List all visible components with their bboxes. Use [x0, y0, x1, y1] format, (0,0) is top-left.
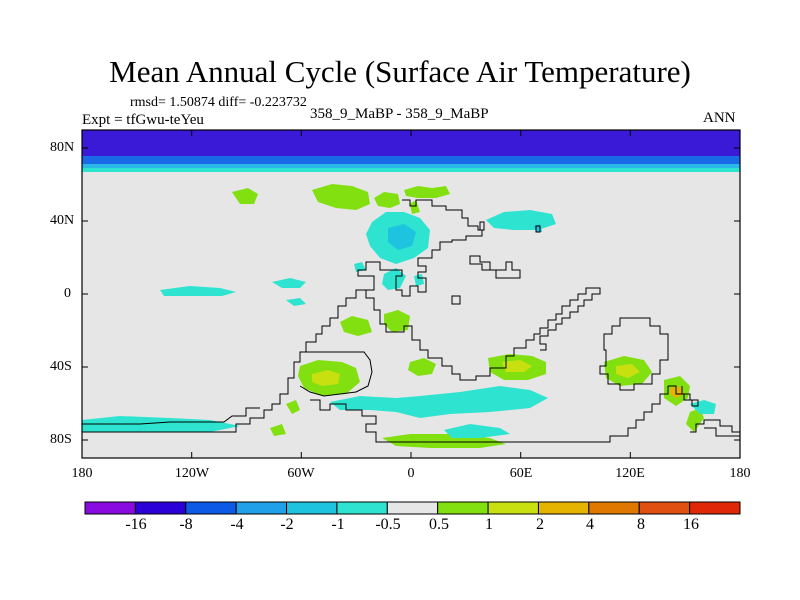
coastline	[299, 351, 373, 397]
lon-label: 180	[71, 466, 93, 481]
lat-label: 80N	[50, 140, 75, 155]
anomaly-yellow-region	[312, 370, 340, 386]
lat-label: 40S	[50, 359, 72, 374]
anomaly-green-region	[410, 200, 420, 214]
run-comparison-label: 358_9_MaBP - 358_9_MaBP	[310, 106, 489, 122]
coastline	[704, 427, 740, 437]
colorbar-label: 8	[637, 516, 645, 533]
colorbar-swatch	[134, 501, 187, 515]
anomaly-cyan-region	[82, 416, 240, 432]
anomaly-cyan-region	[330, 386, 548, 418]
colorbar-label: 0.5	[429, 516, 449, 533]
rmsd-diff-stats: rmsd= 1.50874 diff= -0.223732	[130, 95, 307, 110]
anomaly-cyan-region	[272, 278, 306, 288]
colorbar-swatch	[437, 501, 489, 515]
coastline	[535, 225, 541, 233]
colorbar-swatch	[537, 501, 590, 515]
coastline	[310, 386, 669, 443]
experiment-label: Expt = tfGwu-teYeu	[82, 112, 204, 128]
lon-label: 120E	[615, 466, 645, 481]
colorbar-swatch	[336, 501, 388, 515]
coastline	[599, 317, 669, 391]
coastline	[479, 221, 485, 231]
anomaly-green-region	[312, 184, 370, 210]
colorbar-swatch	[286, 501, 338, 515]
lat-label: 80S	[50, 432, 72, 447]
colorbar-swatch	[487, 501, 539, 515]
lon-label: 0	[407, 466, 415, 481]
anomaly-yellow-region	[616, 364, 640, 378]
colorbar-label: -1	[331, 516, 345, 533]
colorbar-label: -16	[125, 516, 147, 533]
anomaly-cyan-region	[444, 424, 510, 438]
lon-label: 60W	[287, 466, 315, 481]
anomaly-cyan-region	[690, 400, 716, 414]
anomaly-cyan-region	[414, 274, 424, 286]
anomaly-yellow-region	[502, 360, 532, 372]
coastline	[82, 289, 366, 433]
lat-label: 40N	[50, 213, 75, 228]
colorbar-label: -4	[230, 516, 244, 533]
lon-label: 180	[729, 466, 751, 481]
lon-label: 120W	[174, 466, 210, 481]
season-label: ANN	[703, 110, 736, 126]
colorbar-swatch	[235, 501, 288, 515]
coastline	[690, 419, 740, 433]
anomaly-cyan-dark-region	[388, 224, 416, 250]
lon-label: 60E	[509, 466, 533, 481]
colorbar-label: 1	[485, 516, 493, 533]
colorbar-swatch	[84, 501, 136, 515]
colorbar-label: 16	[683, 516, 699, 533]
colorbar	[84, 501, 741, 515]
coastline	[668, 385, 699, 407]
anomaly-green-region	[374, 192, 400, 208]
colorbar-swatch	[689, 501, 741, 515]
colorbar-label: 2	[536, 516, 544, 533]
colorbar-label: 4	[586, 516, 594, 533]
colorbar-label: -0.5	[375, 516, 401, 533]
page-title: Mean Annual Cycle (Surface Air Temperatu…	[109, 54, 691, 89]
anomaly-green-region	[270, 424, 286, 436]
colorbar-swatch	[588, 501, 640, 515]
polar-band-cyan	[82, 168, 740, 172]
colorbar-swatch	[185, 501, 237, 515]
anomaly-cyan-region	[382, 268, 406, 290]
anomaly-orange-region	[670, 386, 684, 398]
polar-band-light	[82, 164, 740, 168]
anomaly-cyan-region	[286, 298, 306, 306]
coastline	[496, 287, 601, 369]
colorbar-swatch	[386, 501, 439, 515]
coastline	[357, 199, 496, 381]
coastline	[82, 407, 260, 425]
anomaly-green-region	[232, 188, 258, 204]
colorbar-swatch	[638, 501, 691, 515]
lat-label: 0	[64, 286, 71, 301]
colorbar-label: -8	[179, 516, 193, 533]
anomaly-green-region	[340, 316, 372, 336]
anomaly-cyan-region	[160, 286, 236, 296]
anomaly-green-region	[686, 408, 704, 432]
coastline	[451, 295, 461, 305]
lat-ticks	[82, 147, 740, 441]
coastline	[469, 255, 521, 279]
colorbar-label: -2	[280, 516, 294, 533]
lon-ticks	[81, 130, 741, 458]
anomaly-green-region	[408, 358, 436, 376]
coastlines	[82, 199, 740, 443]
anomaly-green-region	[286, 400, 300, 414]
map-panel	[81, 129, 741, 459]
polar-band-mid	[82, 156, 740, 164]
anomaly-green-region	[404, 186, 450, 198]
